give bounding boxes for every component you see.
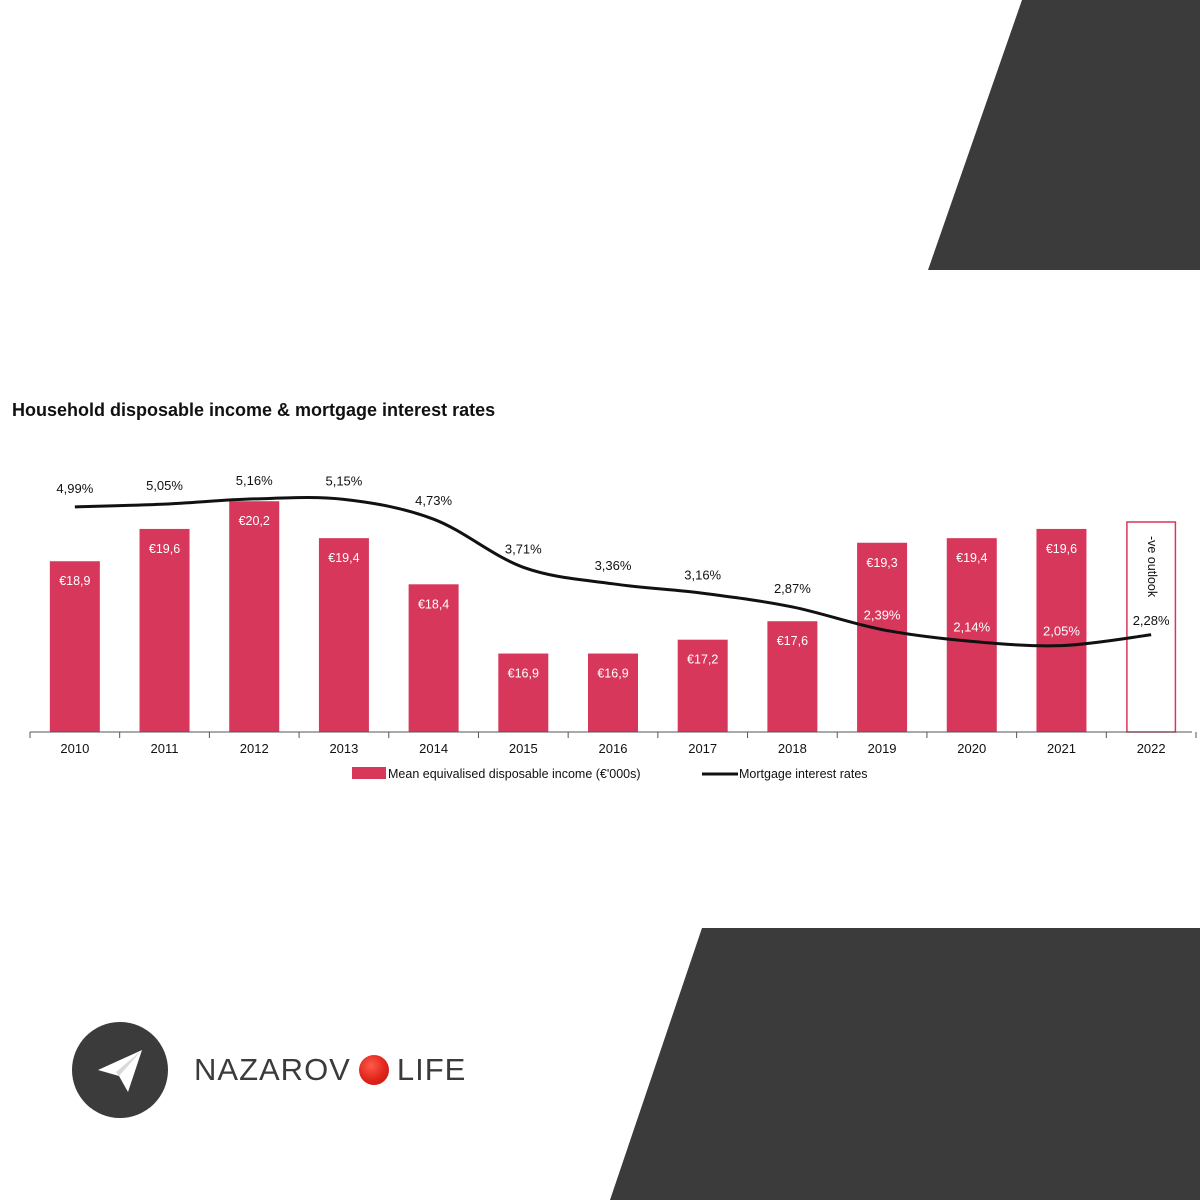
line-label-2021: 2,05% [1043, 624, 1080, 639]
bar-2018 [767, 621, 818, 732]
bar-label-2016: €16,9 [597, 667, 628, 681]
brand-wordmark: NAZAROV LIFE [194, 1052, 466, 1088]
line-label-2014: 4,73% [415, 493, 452, 508]
decor-shape-top-right [928, 0, 1200, 270]
series-line-mortgage-rates [74, 496, 1152, 648]
x-tick-label-2012: 2012 [240, 741, 269, 756]
brand-red-dot [358, 1055, 389, 1085]
bar-2017 [677, 639, 728, 732]
bar-label-2017: €17,2 [687, 653, 718, 667]
x-tick-label-2020: 2020 [957, 741, 986, 756]
x-tick-label-2014: 2014 [419, 741, 448, 756]
chart-title: Household disposable income & mortgage i… [12, 400, 496, 420]
annotation-outlook: -ve outlook [1145, 536, 1159, 598]
line-label-2020: 2,14% [953, 619, 990, 634]
x-tick-label-2011: 2011 [151, 741, 179, 756]
bar-label-2019: €19,3 [866, 556, 897, 570]
x-tick-label-2013: 2013 [329, 741, 358, 756]
legend-swatch-income [352, 767, 386, 779]
line-label-2015: 3,71% [505, 541, 542, 556]
bar-label-2013: €19,4 [328, 551, 359, 565]
x-tick-label-2022: 2022 [1137, 741, 1166, 756]
line-label-2022: 2,28% [1133, 613, 1170, 628]
x-tick-label-2015: 2015 [509, 741, 538, 756]
brand-logo[interactable] [72, 1022, 168, 1118]
line-label-2012: 5,16% [236, 473, 273, 488]
x-tick-label-2018: 2018 [778, 741, 807, 756]
legend-label-income: Mean equivalised disposable income (€'00… [388, 767, 641, 781]
x-tick-label-2016: 2016 [599, 741, 628, 756]
legend-label-rates: Mortgage interest rates [739, 767, 868, 781]
bar-2020 [946, 538, 997, 732]
bar-2010 [49, 561, 100, 732]
bar-label-2011: €19,6 [149, 542, 180, 556]
bar-label-2021: €19,6 [1046, 542, 1077, 556]
line-label-2016: 3,36% [595, 558, 632, 573]
brand: NAZAROV LIFE [72, 1022, 466, 1118]
bar-2019 [857, 542, 908, 732]
x-tick-label-2019: 2019 [868, 741, 897, 756]
bar-2021 [1036, 528, 1087, 732]
x-tick-label-2010: 2010 [60, 741, 89, 756]
line-label-2013: 5,15% [325, 473, 362, 488]
bar-label-2012: €20,2 [239, 514, 270, 528]
bar-2013 [318, 538, 369, 732]
bar-2014 [408, 584, 459, 732]
line-label-2011: 5,05% [146, 478, 183, 493]
chart: €18,9 €19,6 €20,2 €19,4 €18,4 €16,9 €16,9 €17,2… [29, 473, 1197, 781]
bar-label-2015: €16,9 [508, 667, 539, 681]
bar-label-2020: €19,4 [956, 551, 987, 565]
line-label-2019: 2,39% [864, 608, 901, 623]
line-label-2017: 3,16% [684, 567, 721, 582]
bar-2015 [498, 653, 549, 732]
bar-outline-2022 [1126, 521, 1177, 733]
brand-name-part2: LIFE [396, 1052, 467, 1087]
paper-plane-icon [98, 1050, 142, 1092]
x-tick-label-2021: 2021 [1047, 741, 1076, 756]
bar-2016 [588, 653, 638, 732]
bar-label-2018: €17,6 [777, 634, 808, 648]
line-label-2010: 4,99% [56, 481, 93, 496]
decor-shape-bottom-right [610, 928, 1200, 1200]
brand-name-part1: NAZAROV [194, 1052, 351, 1087]
bar-2012 [229, 501, 280, 732]
bar-label-2014: €18,4 [418, 597, 449, 611]
line-label-2018: 2,87% [774, 581, 811, 596]
bar-label-2010: €18,9 [59, 574, 90, 588]
bar-2011 [139, 528, 190, 732]
x-tick-label-2017: 2017 [688, 741, 717, 756]
